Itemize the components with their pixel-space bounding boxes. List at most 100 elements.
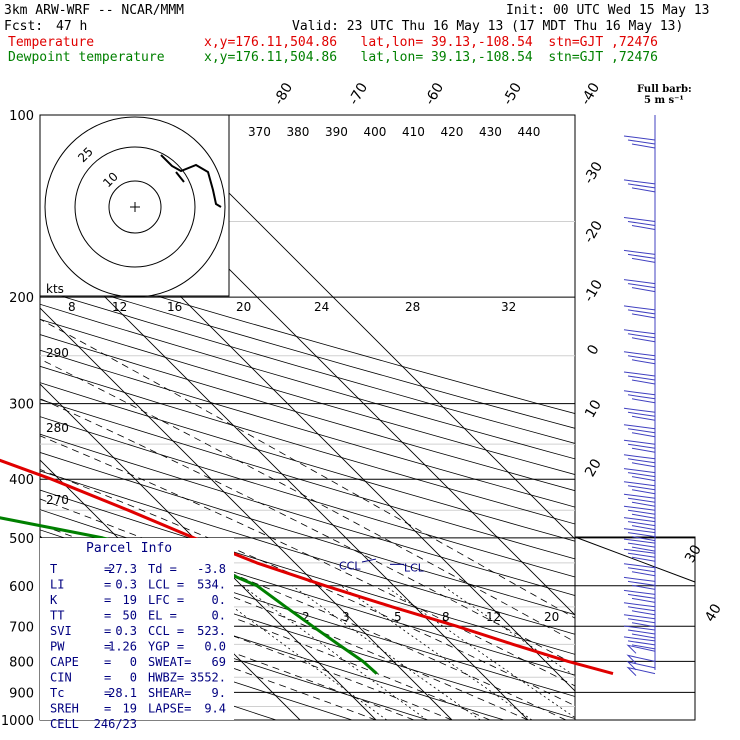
wind-barb (623, 614, 656, 628)
parcel-value: 0.3 (115, 578, 137, 592)
wind-barb (623, 454, 656, 468)
parcel-key: Td = (148, 562, 177, 576)
dry-adiabat-label: 290 (46, 346, 69, 360)
forecast-label: Fcst: (4, 19, 44, 34)
wind-barb (623, 493, 656, 507)
moist-adiabat (40, 566, 453, 720)
parcel-eq: = (104, 640, 111, 654)
dry-adiabat (40, 274, 575, 429)
isotherm-line (40, 307, 453, 720)
parcel-value: 3552. (190, 671, 226, 685)
parcel-key: SHEAR= (148, 686, 191, 700)
wind-barb (623, 517, 656, 531)
moist-adiabat (40, 498, 567, 720)
wind-barb (623, 424, 656, 438)
parcel-eq: = (104, 702, 111, 716)
parcel-key: SREH (50, 702, 79, 716)
isotherm-label: 10 (582, 397, 605, 420)
parcel-key: LI (50, 578, 64, 592)
parcel-value: 0.3 (115, 624, 137, 638)
mixing-ratio-label: 8 (442, 610, 450, 624)
parcel-key: CELL (50, 717, 79, 731)
moist-adiabat (40, 398, 575, 665)
wind-barb (623, 563, 656, 577)
hodograph-ring (74, 146, 196, 268)
dry-adiabat-label: 270 (46, 493, 69, 507)
parcel-key: HWBZ= (148, 671, 184, 685)
pressure-label: 100 (9, 109, 34, 124)
wind-barb (623, 305, 656, 319)
parcel-key: K (50, 593, 58, 607)
pressure-label: 800 (9, 655, 34, 670)
mixing-ratio-label: 20 (544, 610, 559, 624)
parcel-value: 1.26 (108, 640, 137, 654)
isotherm-line (40, 383, 377, 720)
isotherm-label: 40 (702, 601, 725, 624)
parcel-key: CIN (50, 671, 72, 685)
parcel-eq: = (104, 655, 111, 669)
parcel-key: T (50, 562, 57, 576)
dry-adiabat (40, 451, 575, 616)
inset-theta-label: 370 (248, 125, 271, 139)
wind-barb (623, 439, 656, 453)
parcel-value: 69 (212, 655, 226, 669)
wind-barb (623, 390, 656, 404)
wind-barb (626, 654, 656, 664)
parcel-key: SVI (50, 624, 72, 638)
parcel-key: LAPSE= (148, 702, 191, 716)
ccl-label: CCL (339, 559, 361, 572)
wind-barb (623, 538, 656, 552)
model-title: 3km ARW-WRF -- NCAR/MMM (4, 3, 185, 18)
wind-barb (623, 217, 656, 230)
wind-barb (623, 589, 656, 603)
pressure-label: 700 (9, 620, 34, 635)
parcel-eq: = (104, 609, 111, 623)
parcel-value: 0.0 (204, 640, 226, 654)
dry-adiabat (40, 334, 575, 492)
wind-barb (623, 548, 656, 562)
inset-speed-label: 16 (167, 300, 182, 314)
parcel-key: CCL = (148, 624, 184, 638)
mixing-ratio-label: 2 (302, 610, 310, 624)
isotherm-line (40, 231, 529, 720)
wind-barb (623, 135, 656, 149)
dry-adiabat (40, 470, 575, 635)
parcel-value: 0. (212, 593, 226, 607)
legend-temperature-label: Temperature (8, 35, 95, 50)
pressure-label: 400 (9, 473, 34, 488)
isotherm-label: -30 (581, 159, 606, 187)
legend-dewpoint-info: x,y=176.11,504.86 lat,lon= 39.13,-108.54… (204, 50, 658, 65)
moist-adiabat (40, 469, 575, 707)
parcel-key: TT (50, 609, 64, 623)
mixing-ratio-line (241, 585, 428, 720)
parcel-value: 0. (212, 609, 226, 623)
parcel-value: 50 (123, 609, 137, 623)
forecast-hour: 47 h (56, 19, 88, 34)
wind-barb (623, 505, 656, 519)
pressure-label: 300 (9, 398, 34, 413)
inset-theta-label: 410 (402, 125, 425, 139)
moist-adiabat (40, 435, 575, 687)
isotherm-label: -60 (422, 80, 447, 108)
inset-speed-label: 24 (314, 300, 329, 314)
isotherm-label: 0 (584, 342, 602, 358)
full-barb-legend: Full barb: (637, 84, 692, 95)
hodograph-ring (44, 116, 226, 298)
dry-adiabat (40, 318, 575, 475)
parcel-value: 19 (123, 593, 137, 607)
parcel-key: LCL = (148, 578, 184, 592)
lcl-label: LCL (404, 562, 425, 575)
dry-adiabat (40, 571, 505, 720)
dewpoint-profile (0, 516, 378, 675)
parcel-value: 523. (197, 624, 226, 638)
isotherm-label: 30 (682, 542, 705, 565)
pressure-label: 600 (9, 580, 34, 595)
dry-adiabat (40, 349, 575, 508)
parcel-value: 9. (212, 686, 226, 700)
lower-extension-edge (574, 536, 696, 583)
moist-adiabat (40, 546, 491, 720)
mixing-ratio-line (292, 585, 481, 720)
isotherm-label: -10 (581, 277, 606, 305)
parcel-value: 0 (130, 655, 137, 669)
